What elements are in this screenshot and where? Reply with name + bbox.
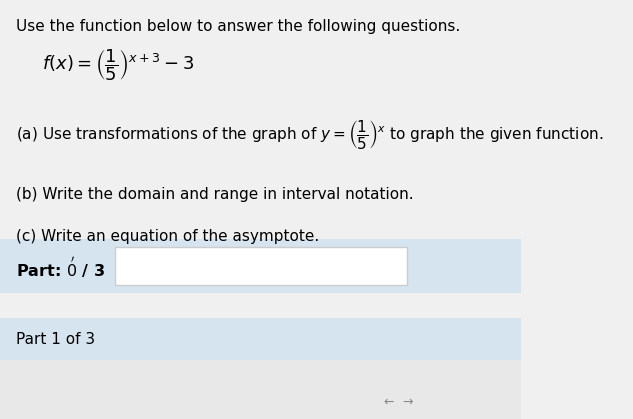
Text: (c) Write an equation of the asymptote.: (c) Write an equation of the asymptote. [16, 229, 319, 244]
FancyBboxPatch shape [0, 318, 522, 360]
Text: $\leftarrow$ $\rightarrow$: $\leftarrow$ $\rightarrow$ [380, 396, 414, 409]
Text: Part 1 of 3: Part 1 of 3 [16, 332, 95, 347]
FancyBboxPatch shape [0, 360, 522, 419]
Text: (b) Write the domain and range in interval notation.: (b) Write the domain and range in interv… [16, 187, 413, 202]
Text: (a) Use transformations of the graph of $y=\left(\dfrac{1}{5}\right)^{x}$ to gra: (a) Use transformations of the graph of … [16, 118, 603, 150]
FancyBboxPatch shape [115, 247, 407, 285]
FancyBboxPatch shape [0, 239, 522, 293]
Text: Use the function below to answer the following questions.: Use the function below to answer the fol… [16, 19, 460, 34]
Text: Part: $\overset{\prime}{0}$ / 3: Part: $\overset{\prime}{0}$ / 3 [16, 253, 104, 279]
Text: $f(x)=\left(\dfrac{1}{5}\right)^{x+3}-3$: $f(x)=\left(\dfrac{1}{5}\right)^{x+3}-3$ [42, 47, 194, 83]
